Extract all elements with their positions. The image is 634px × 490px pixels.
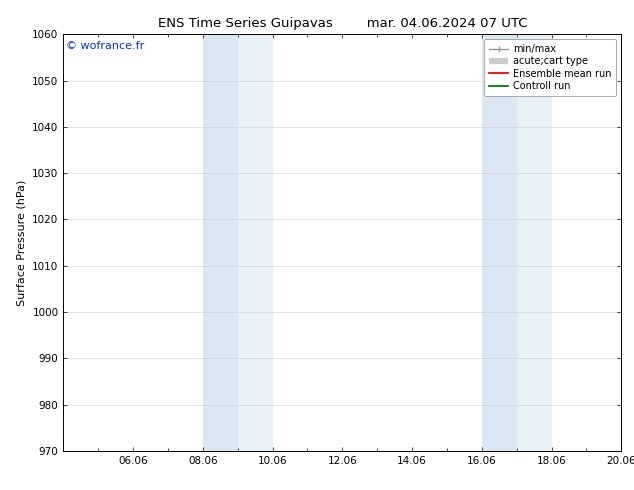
Legend: min/max, acute;cart type, Ensemble mean run, Controll run: min/max, acute;cart type, Ensemble mean … xyxy=(484,39,616,96)
Y-axis label: Surface Pressure (hPa): Surface Pressure (hPa) xyxy=(16,179,27,306)
Bar xyxy=(203,34,238,451)
Bar xyxy=(238,34,273,451)
Bar xyxy=(482,34,517,451)
Text: © wofrance.fr: © wofrance.fr xyxy=(66,41,145,50)
Bar xyxy=(517,34,552,451)
Title: ENS Time Series Guipavas        mar. 04.06.2024 07 UTC: ENS Time Series Guipavas mar. 04.06.2024… xyxy=(158,17,527,30)
